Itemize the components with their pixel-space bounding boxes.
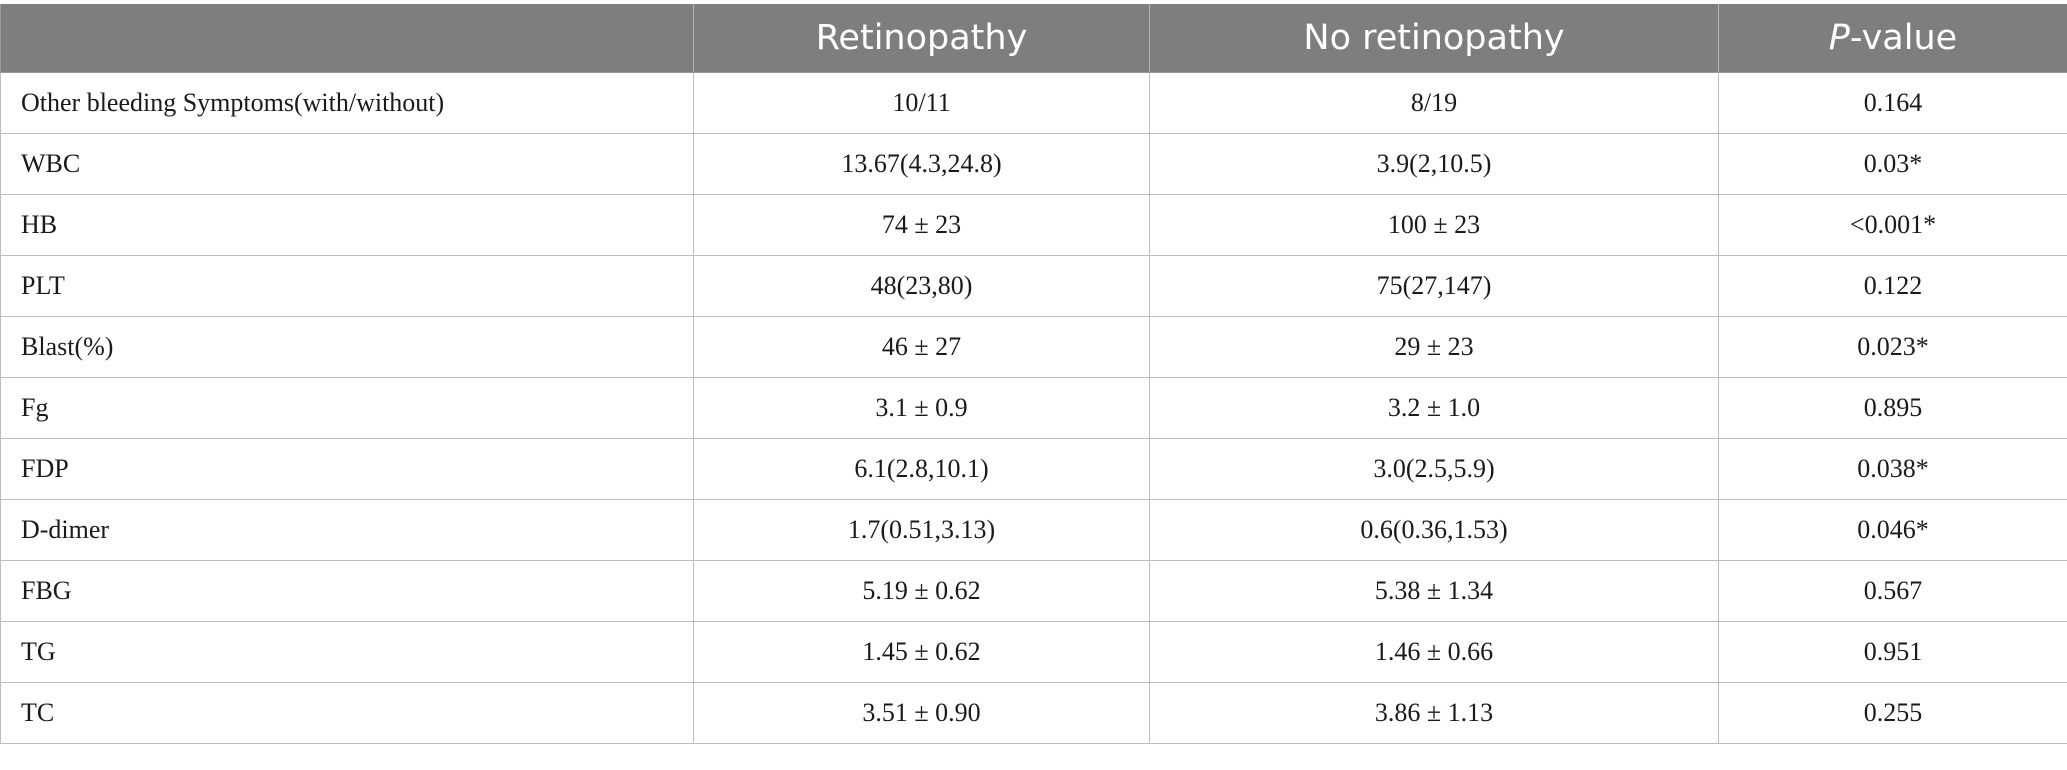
row-label: WBC bbox=[0, 133, 694, 195]
cell-no-retinopathy: 5.38 ± 1.34 bbox=[1149, 560, 1719, 622]
cell-retinopathy: 1.45 ± 0.62 bbox=[693, 621, 1150, 683]
cell-p-value: 0.023* bbox=[1718, 316, 2067, 378]
cell-p-value: 0.951 bbox=[1718, 621, 2067, 683]
header-p-value-suffix: -value bbox=[1849, 18, 1958, 58]
cell-retinopathy: 13.67(4.3,24.8) bbox=[693, 133, 1150, 195]
cell-no-retinopathy: 29 ± 23 bbox=[1149, 316, 1719, 378]
comparison-table: Retinopathy No retinopathy P-value Other… bbox=[0, 4, 2067, 744]
cell-retinopathy: 48(23,80) bbox=[693, 255, 1150, 317]
header-no-retinopathy: No retinopathy bbox=[1149, 4, 1719, 73]
cell-p-value: 0.567 bbox=[1718, 560, 2067, 622]
row-label: FBG bbox=[0, 560, 694, 622]
row-label: Fg bbox=[0, 377, 694, 439]
row-label: Other bleeding Symptoms(with/without) bbox=[0, 72, 694, 134]
cell-p-value: 0.038* bbox=[1718, 438, 2067, 500]
table-row: FDP 6.1(2.8,10.1) 3.0(2.5,5.9) 0.038* bbox=[0, 438, 2067, 500]
cell-retinopathy: 10/11 bbox=[693, 72, 1150, 134]
cell-no-retinopathy: 3.9(2,10.5) bbox=[1149, 133, 1719, 195]
table-header: Retinopathy No retinopathy P-value bbox=[0, 4, 2067, 73]
table-body: Other bleeding Symptoms(with/without) 10/… bbox=[0, 72, 2067, 744]
header-row: Retinopathy No retinopathy P-value bbox=[0, 4, 2067, 73]
row-label: HB bbox=[0, 194, 694, 256]
cell-retinopathy: 3.51 ± 0.90 bbox=[693, 682, 1150, 744]
header-p-value-italic: P bbox=[1828, 18, 1850, 58]
cell-retinopathy: 6.1(2.8,10.1) bbox=[693, 438, 1150, 500]
cell-p-value: 0.164 bbox=[1718, 72, 2067, 134]
row-label: PLT bbox=[0, 255, 694, 317]
table-row: Other bleeding Symptoms(with/without) 10/… bbox=[0, 72, 2067, 134]
cell-retinopathy: 3.1 ± 0.9 bbox=[693, 377, 1150, 439]
row-label: D-dimer bbox=[0, 499, 694, 561]
header-variable bbox=[0, 4, 694, 73]
table-row: WBC 13.67(4.3,24.8) 3.9(2,10.5) 0.03* bbox=[0, 133, 2067, 195]
cell-no-retinopathy: 1.46 ± 0.66 bbox=[1149, 621, 1719, 683]
row-label: Blast(%) bbox=[0, 316, 694, 378]
cell-p-value: 0.255 bbox=[1718, 682, 2067, 744]
table-row: Blast(%) 46 ± 27 29 ± 23 0.023* bbox=[0, 316, 2067, 378]
cell-retinopathy: 5.19 ± 0.62 bbox=[693, 560, 1150, 622]
cell-no-retinopathy: 8/19 bbox=[1149, 72, 1719, 134]
cell-p-value: 0.895 bbox=[1718, 377, 2067, 439]
table-row: Fg 3.1 ± 0.9 3.2 ± 1.0 0.895 bbox=[0, 377, 2067, 439]
row-label: FDP bbox=[0, 438, 694, 500]
cell-p-value: <0.001* bbox=[1718, 194, 2067, 256]
cell-p-value: 0.03* bbox=[1718, 133, 2067, 195]
table-row: D-dimer 1.7(0.51,3.13) 0.6(0.36,1.53) 0.046… bbox=[0, 499, 2067, 561]
cell-retinopathy: 74 ± 23 bbox=[693, 194, 1150, 256]
cell-no-retinopathy: 75(27,147) bbox=[1149, 255, 1719, 317]
table-row: FBG 5.19 ± 0.62 5.38 ± 1.34 0.567 bbox=[0, 560, 2067, 622]
row-label: TG bbox=[0, 621, 694, 683]
cell-no-retinopathy: 100 ± 23 bbox=[1149, 194, 1719, 256]
cell-p-value: 0.122 bbox=[1718, 255, 2067, 317]
table-row: TG 1.45 ± 0.62 1.46 ± 0.66 0.951 bbox=[0, 621, 2067, 683]
cell-no-retinopathy: 3.2 ± 1.0 bbox=[1149, 377, 1719, 439]
header-p-value: P-value bbox=[1718, 4, 2067, 73]
table-row: HB 74 ± 23 100 ± 23 <0.001* bbox=[0, 194, 2067, 256]
header-retinopathy: Retinopathy bbox=[693, 4, 1150, 73]
cell-no-retinopathy: 3.86 ± 1.13 bbox=[1149, 682, 1719, 744]
cell-retinopathy: 46 ± 27 bbox=[693, 316, 1150, 378]
table-row: PLT 48(23,80) 75(27,147) 0.122 bbox=[0, 255, 2067, 317]
cell-p-value: 0.046* bbox=[1718, 499, 2067, 561]
cell-retinopathy: 1.7(0.51,3.13) bbox=[693, 499, 1150, 561]
row-label: TC bbox=[0, 682, 694, 744]
cell-no-retinopathy: 0.6(0.36,1.53) bbox=[1149, 499, 1719, 561]
cell-no-retinopathy: 3.0(2.5,5.9) bbox=[1149, 438, 1719, 500]
comparison-table-container: Retinopathy No retinopathy P-value Other… bbox=[0, 4, 2067, 744]
table-row: TC 3.51 ± 0.90 3.86 ± 1.13 0.255 bbox=[0, 682, 2067, 744]
